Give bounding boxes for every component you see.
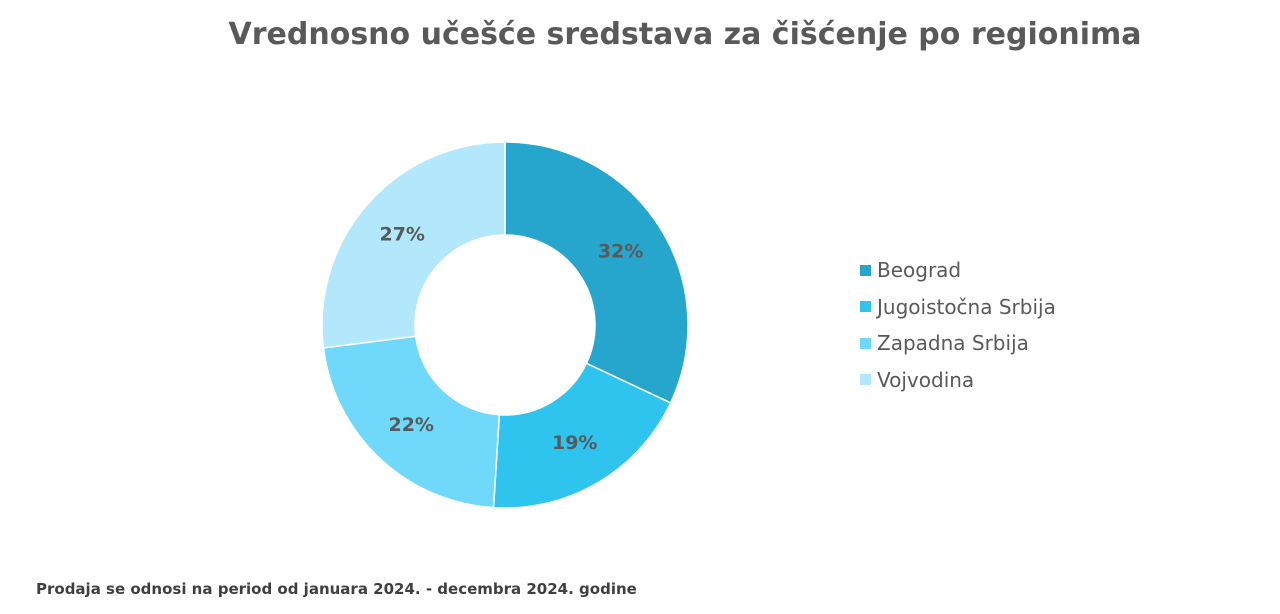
legend-label: Beograd xyxy=(877,258,962,283)
chart-legend: Beograd Jugoistočna Srbija Zapadna Srbija V… xyxy=(860,252,1056,398)
legend-item: Jugoistočna Srbija xyxy=(860,289,1056,326)
legend-swatch xyxy=(860,301,871,313)
donut-slice-beograd xyxy=(504,141,689,404)
legend-item: Vojvodina xyxy=(860,362,1056,399)
legend-label: Vojvodina xyxy=(877,367,975,392)
legend-swatch xyxy=(860,374,871,386)
legend-item: Beograd xyxy=(860,252,1056,289)
data-label-zapadna-srbija: 22% xyxy=(388,414,433,436)
legend-label: Zapadna Srbija xyxy=(877,331,1029,356)
legend-label: Jugoistočna Srbija xyxy=(877,294,1056,319)
chart-title: Vrednosno učešće sredstava za čišćenje p… xyxy=(228,17,1142,52)
donut-slice-jugoisto-na-srbija xyxy=(492,362,672,509)
data-label-jugoisto-na-srbija: 19% xyxy=(552,432,597,454)
footnote: Prodaja se odnosi na period od januara 2… xyxy=(36,580,637,598)
data-label-beograd: 32% xyxy=(598,241,643,263)
donut-slice-vojvodina xyxy=(321,141,506,349)
legend-item: Zapadna Srbija xyxy=(860,325,1056,362)
donut-slice-zapadna-srbija xyxy=(322,335,501,509)
legend-swatch xyxy=(860,337,871,349)
data-label-vojvodina: 27% xyxy=(379,223,424,245)
legend-swatch xyxy=(860,264,871,276)
